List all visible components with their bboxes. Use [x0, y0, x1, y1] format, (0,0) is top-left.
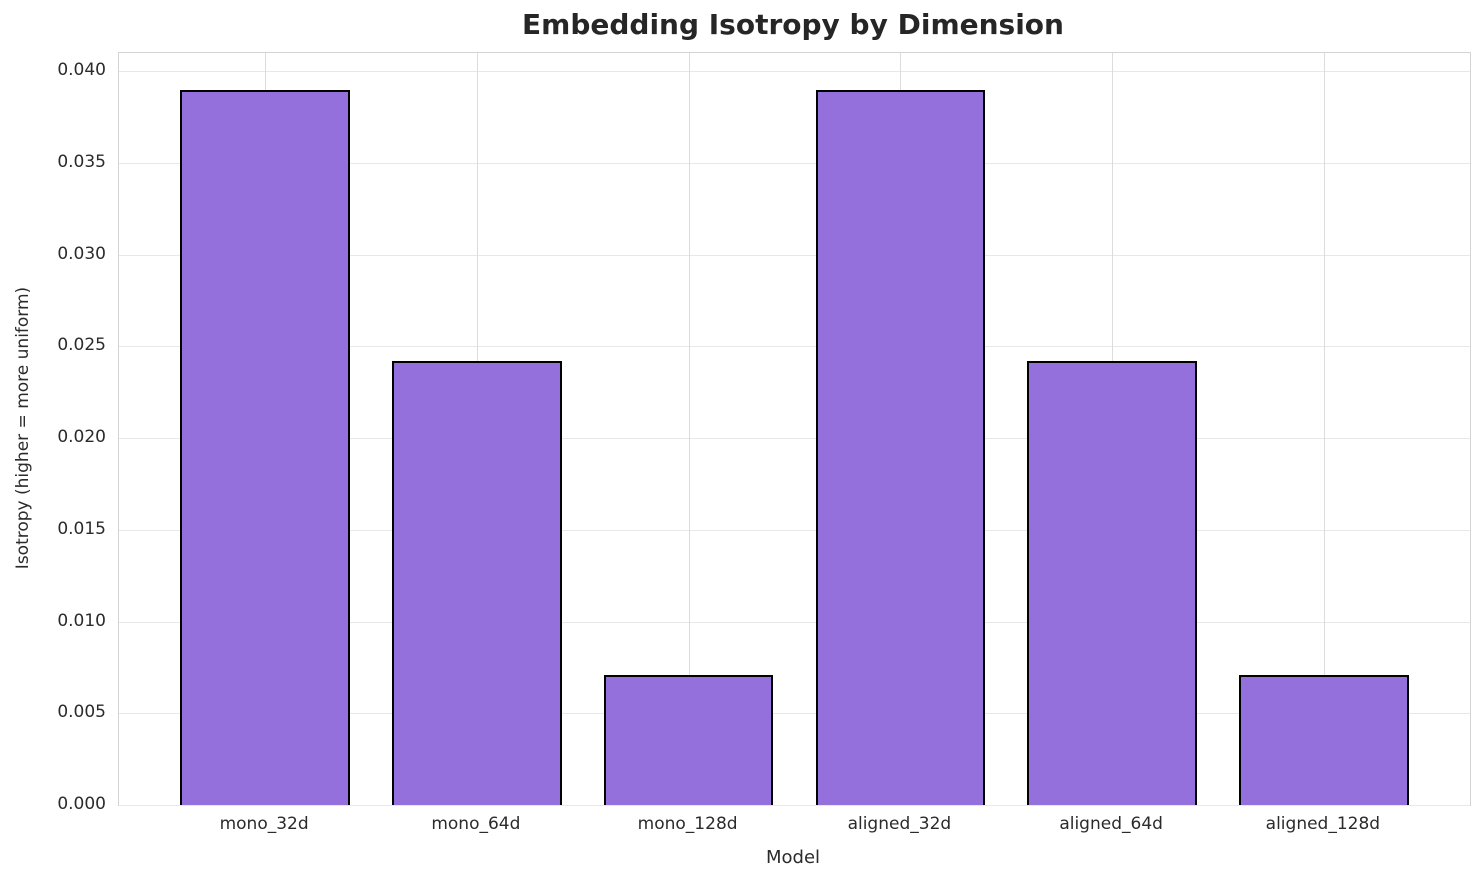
y-tick-label: 0.000 — [57, 794, 106, 814]
vertical-gridline — [688, 53, 690, 805]
x-tick-label-mono_64d: mono_64d — [431, 814, 521, 834]
vertical-gridline — [1323, 53, 1325, 805]
plot-area — [118, 52, 1471, 806]
y-tick-label: 0.030 — [57, 243, 106, 264]
horizontal-gridline — [119, 346, 1470, 348]
y-tick-label: 0.005 — [57, 702, 106, 723]
x-axis-label: Model — [765, 847, 821, 868]
y-tick-label: 0.025 — [57, 335, 106, 356]
horizontal-gridline — [119, 713, 1470, 715]
horizontal-gridline — [119, 621, 1470, 623]
y-tick-label: 0.015 — [57, 518, 106, 539]
y-tick-label: 0.040 — [57, 60, 106, 81]
bar-mono_128d — [603, 674, 774, 805]
horizontal-gridline — [119, 163, 1470, 165]
horizontal-gridline — [119, 71, 1470, 73]
y-tick-label: 0.020 — [57, 427, 106, 448]
horizontal-gridline — [119, 254, 1470, 256]
horizontal-gridline — [119, 805, 1470, 806]
bar-aligned_128d — [1239, 674, 1409, 805]
horizontal-gridline — [119, 529, 1470, 531]
x-tick-label-mono_32d: mono_32d — [219, 814, 309, 834]
x-tick-label-mono_128d: mono_128d — [637, 814, 738, 834]
bar-aligned_64d — [1027, 361, 1197, 805]
x-tick-label-aligned_64d: aligned_64d — [1059, 814, 1163, 834]
y-tick-label: 0.010 — [57, 610, 106, 631]
chart-title: Embedding Isotropy by Dimension — [522, 8, 1064, 41]
bar-mono_64d — [392, 361, 562, 805]
bar-mono_32d — [180, 89, 350, 805]
bar-aligned_32d — [815, 89, 986, 805]
y-tick-label: 0.035 — [57, 152, 106, 173]
x-tick-label-aligned_128d: aligned_128d — [1265, 814, 1381, 834]
horizontal-gridline — [119, 438, 1470, 440]
x-tick-label-aligned_32d: aligned_32d — [847, 814, 952, 834]
